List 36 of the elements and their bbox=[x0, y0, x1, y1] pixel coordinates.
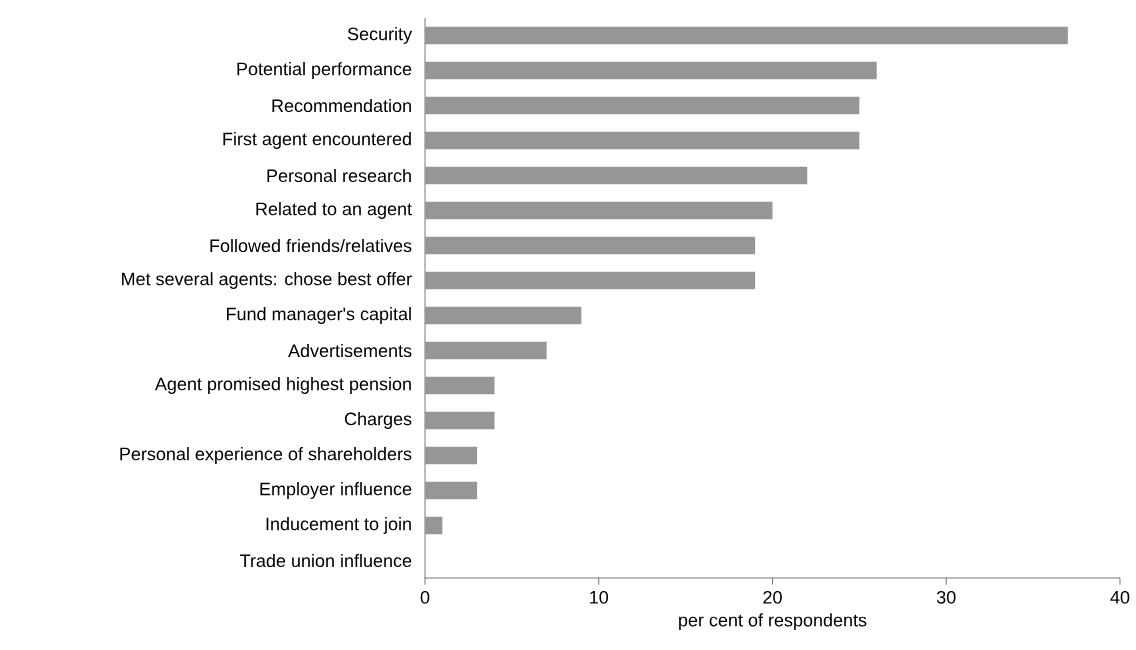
y-tick-label: Recommendation bbox=[272, 98, 411, 113]
bar bbox=[425, 306, 582, 325]
y-tick-label: Personal research bbox=[267, 168, 411, 183]
y-tick-label: Agent promised highest pension bbox=[154, 377, 411, 394]
x-tick-label: 20 bbox=[763, 590, 782, 604]
x-tick-label: 40 bbox=[1110, 590, 1130, 604]
x-tick-label: 10 bbox=[590, 590, 609, 604]
y-tick-label: Inducement to join bbox=[266, 517, 411, 534]
bar bbox=[425, 446, 478, 465]
bar bbox=[425, 26, 1068, 45]
y-tick-label: First agent encountered bbox=[223, 132, 411, 149]
y-tick-label: Security bbox=[347, 27, 413, 44]
y-tick-label: Followed friends/relatives bbox=[210, 238, 412, 253]
bar bbox=[425, 341, 547, 360]
bar bbox=[425, 131, 860, 150]
y-tick-label: Fund manager's capital bbox=[227, 307, 411, 324]
x-tick-label: 0 bbox=[420, 590, 430, 604]
bar bbox=[425, 236, 756, 255]
bar bbox=[425, 481, 478, 500]
y-tick-label: Personal experience of shareholders bbox=[120, 447, 412, 464]
y-tick-label: Advertisements bbox=[288, 343, 412, 358]
y-tick-label: Potential performance bbox=[237, 62, 412, 79]
y-tick-label: Employer influence bbox=[260, 482, 412, 499]
bar bbox=[425, 201, 773, 220]
bar bbox=[425, 271, 756, 290]
y-tick-label: Charges bbox=[344, 412, 412, 429]
bar bbox=[425, 61, 877, 80]
bar bbox=[425, 96, 860, 115]
bar bbox=[425, 411, 495, 430]
y-tick-label: Trade union influence bbox=[240, 553, 412, 568]
x-axis-title: per cent of respondents bbox=[679, 613, 867, 631]
bar bbox=[425, 376, 495, 395]
x-tick-label: 30 bbox=[936, 590, 956, 604]
bar bbox=[425, 166, 808, 185]
y-tick-label: Related to an agent bbox=[256, 202, 412, 219]
y-tick-label: Met several agents: chose best offer bbox=[122, 272, 412, 289]
